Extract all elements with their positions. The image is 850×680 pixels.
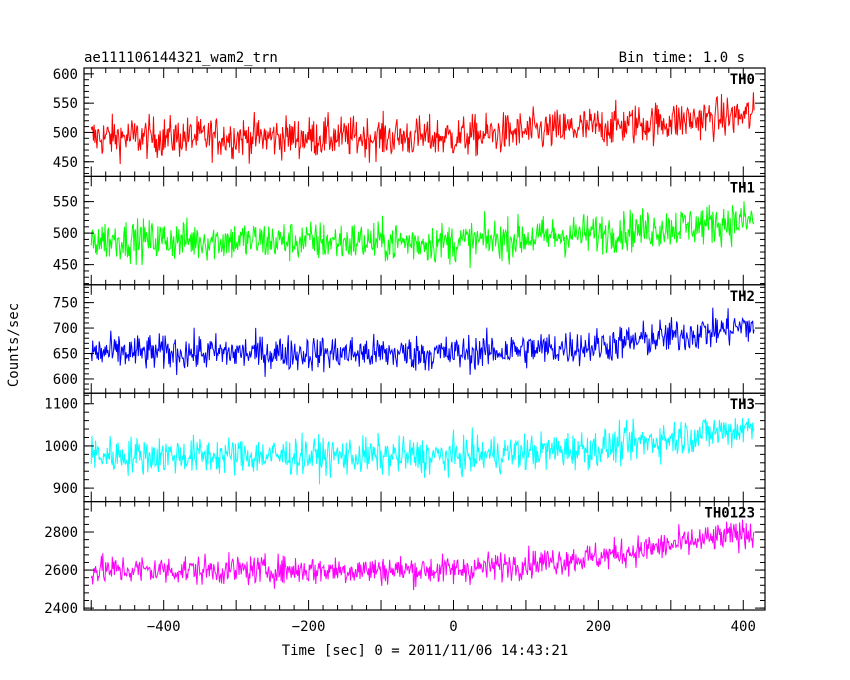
y-tick-label-th1: 500 — [53, 226, 78, 242]
y-tick-label-th2: 700 — [53, 321, 78, 337]
y-tick-label-th3: 1100 — [44, 397, 78, 413]
series-line-th3 — [90, 418, 755, 485]
chart-title: ae111106144321_wam2_trn — [84, 50, 278, 66]
x-axis-label: Time [sec] 0 = 2011/11/06 14:43:21 — [282, 643, 569, 659]
panel-th0: 450 500 550 600 TH0 — [53, 67, 766, 178]
y-tick-label-th1: 450 — [53, 258, 78, 274]
panel-th3: 900 1000 1100 TH3 — [44, 392, 766, 503]
panel-label-th2: TH2 — [730, 289, 755, 305]
series-line-th0123 — [90, 519, 755, 591]
panel-frame-th0123 — [83, 501, 766, 611]
panel-label-th1: TH1 — [730, 180, 755, 196]
panels-group: 450 500 550 600 TH0 450 500 550 TH1 600 650 700 750 T… — [44, 67, 766, 617]
panel-label-th0123: TH0123 — [704, 506, 755, 522]
y-tick-label-th0123: 2400 — [44, 601, 78, 617]
y-tick-label-th2: 750 — [53, 296, 78, 312]
panel-label-th0: TH0 — [730, 72, 755, 88]
y-tick-label-th3: 900 — [53, 481, 78, 497]
y-tick-label-th0: 450 — [53, 155, 78, 171]
x-tick-label: 200 — [586, 619, 611, 635]
x-tick-label: −400 — [147, 619, 181, 635]
x-tick-label: 0 — [449, 619, 457, 635]
series-line-th0 — [90, 92, 755, 165]
y-tick-label-th0123: 2600 — [44, 563, 78, 579]
y-tick-label-th1: 550 — [53, 195, 78, 211]
panel-label-th3: TH3 — [730, 397, 755, 413]
y-tick-label-th3: 1000 — [44, 439, 78, 455]
y-tick-label-th0: 600 — [53, 67, 78, 83]
y-tick-label-th2: 600 — [53, 372, 78, 388]
y-tick-label-th0: 500 — [53, 125, 78, 141]
y-axis-label: Counts/sec — [6, 303, 22, 387]
y-tick-label-th0: 550 — [53, 96, 78, 112]
bin-time-label: Bin time: 1.0 s — [619, 50, 745, 66]
panel-frame-th3 — [83, 392, 766, 503]
series-line-th2 — [90, 307, 755, 377]
panel-th0123: 2400 2600 2800 TH0123 — [44, 501, 766, 617]
panel-th2: 600 650 700 750 TH2 — [53, 284, 766, 394]
panel-th1: 450 500 550 TH1 — [53, 175, 766, 286]
y-tick-label-th0123: 2800 — [44, 525, 78, 541]
panel-frame-th0 — [83, 67, 766, 178]
series-line-th1 — [90, 201, 755, 269]
x-tick-label: −200 — [292, 619, 326, 635]
y-tick-label-th2: 650 — [53, 347, 78, 363]
x-axis-tick-labels: −400 −200 0 200 400 — [147, 619, 756, 635]
x-tick-label: 400 — [731, 619, 756, 635]
